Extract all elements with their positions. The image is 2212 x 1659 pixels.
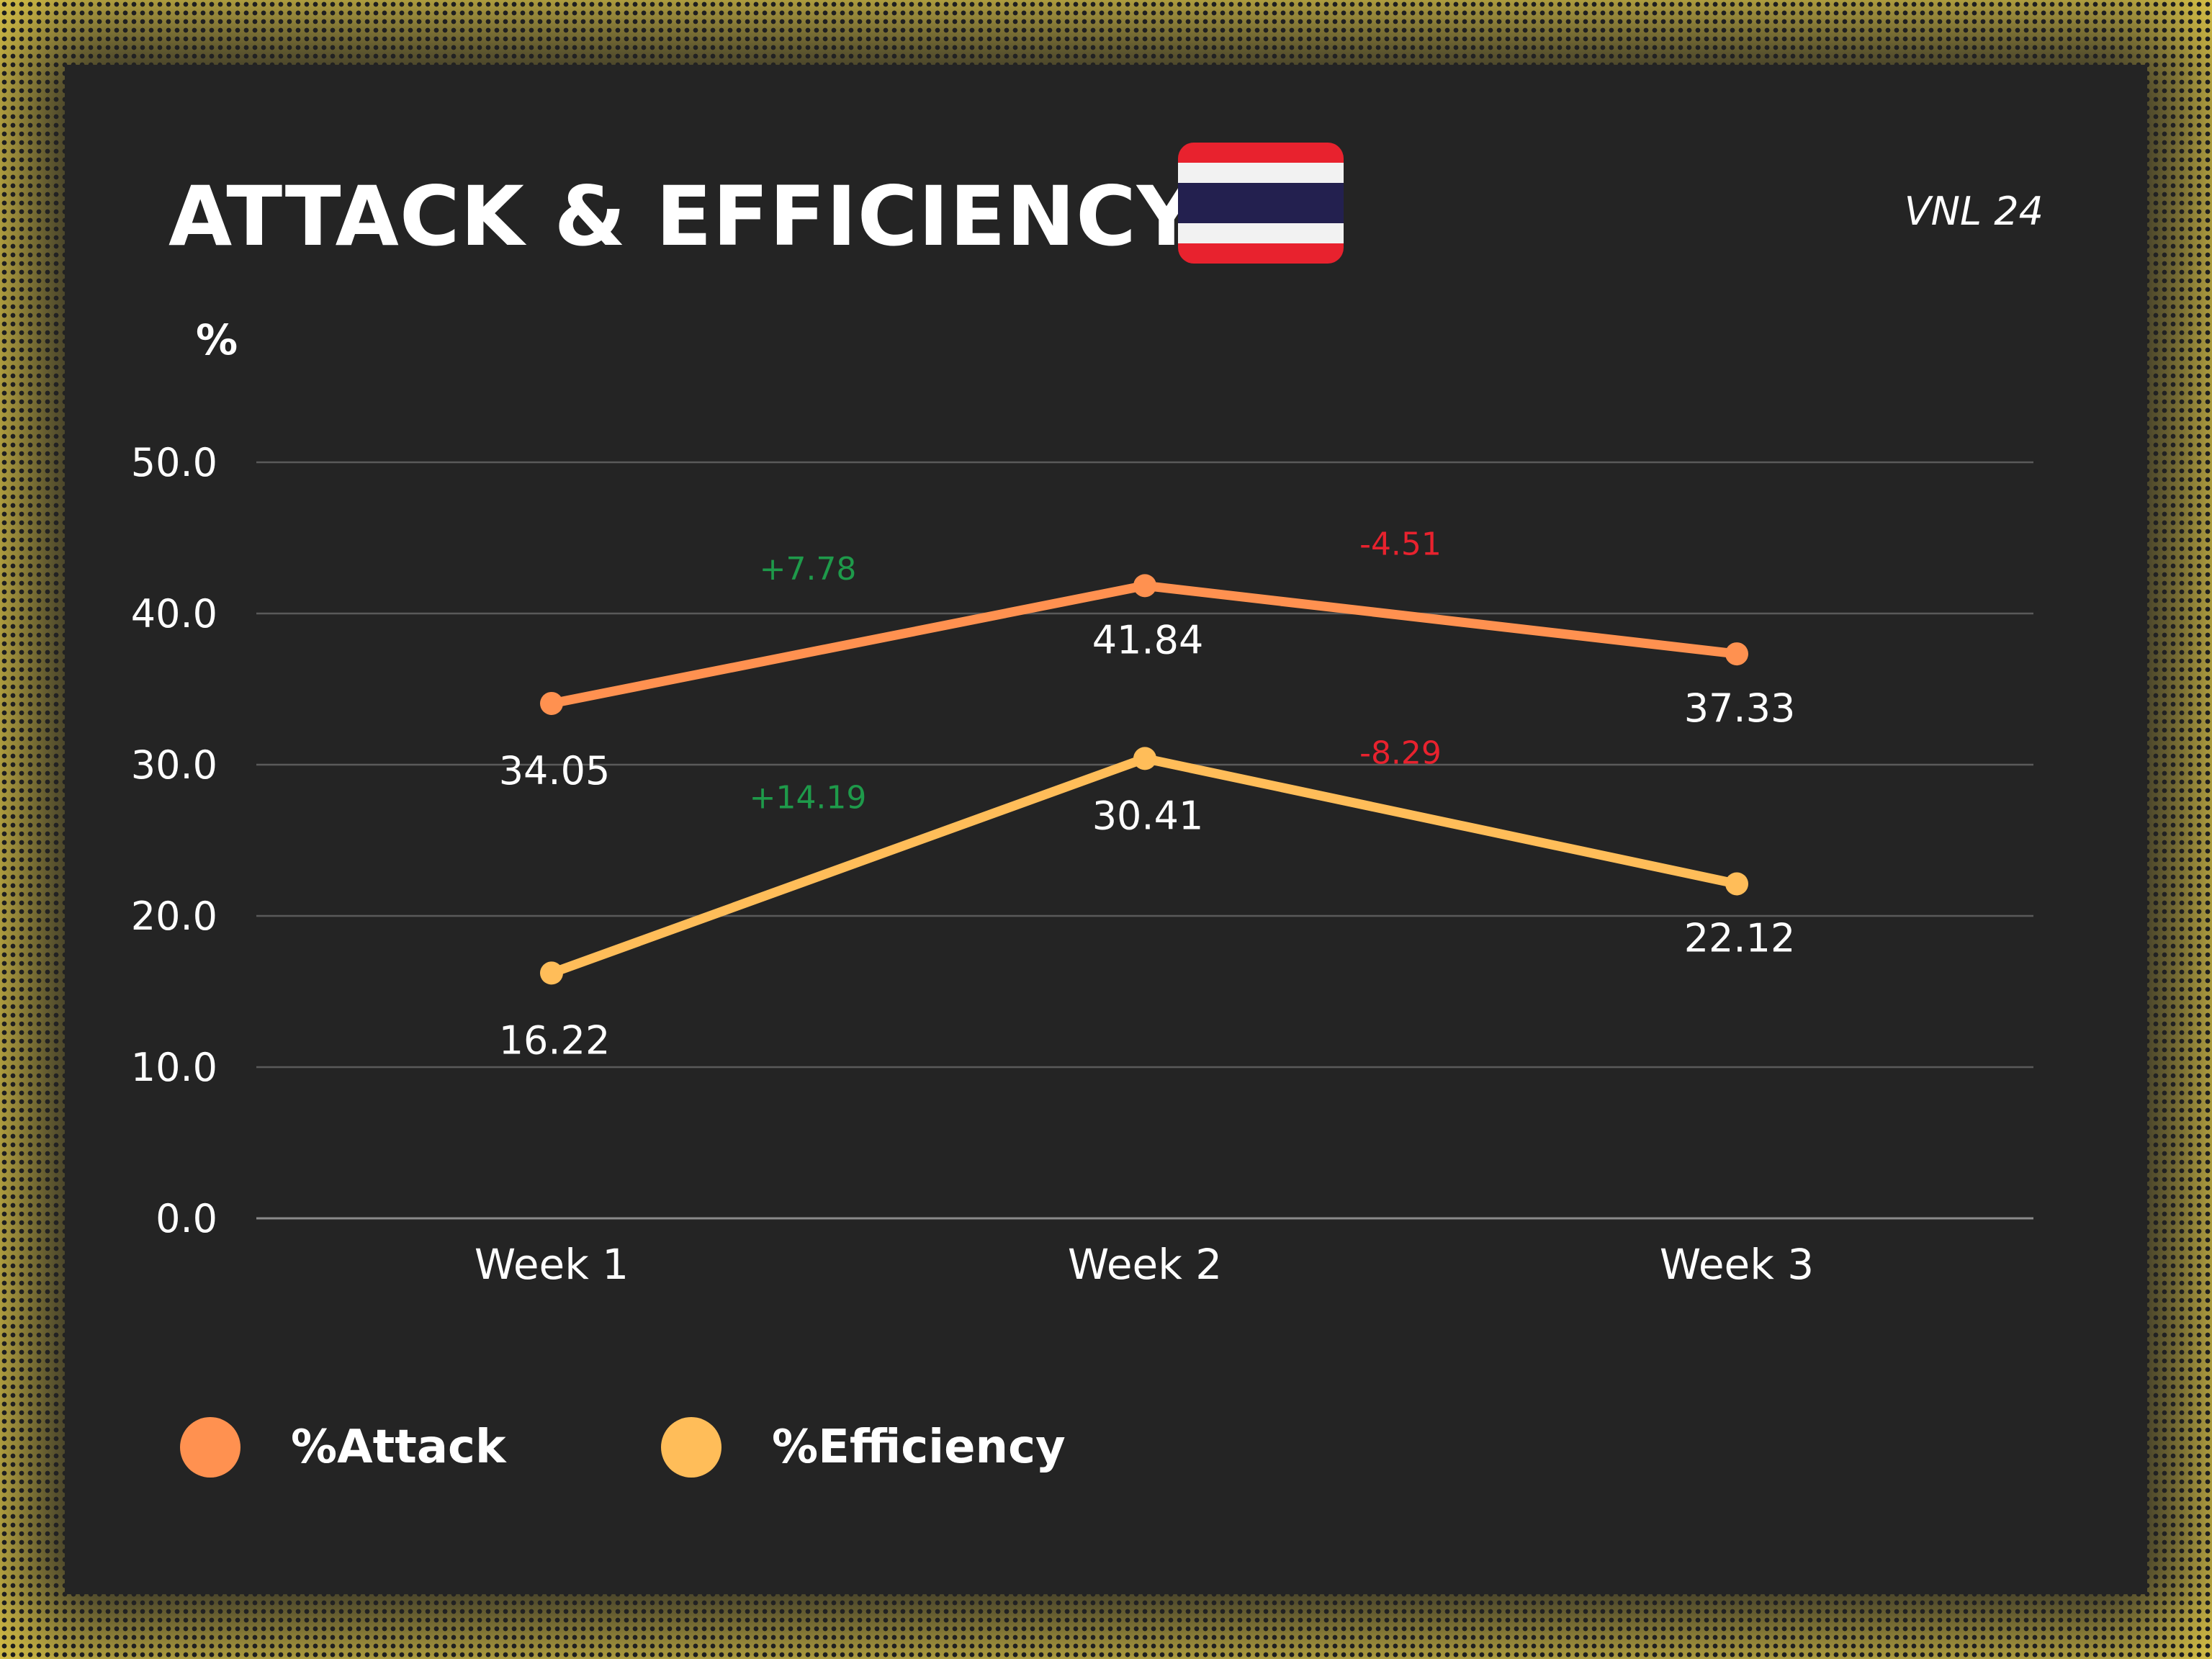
y-tick-label: 50.0 — [131, 440, 217, 485]
y-tick-label: 0.0 — [156, 1196, 217, 1241]
x-tick-label: Week 2 — [1068, 1240, 1222, 1289]
data-label: 37.33 — [1684, 685, 1796, 731]
x-tick-label: Week 3 — [1660, 1240, 1814, 1289]
series-line — [547, 753, 1742, 978]
legend-label-attack: %Attack — [291, 1421, 506, 1474]
flag-stripe-white-top — [1178, 163, 1344, 184]
change-label: -8.29 — [1359, 734, 1442, 771]
data-point — [1725, 872, 1748, 896]
data-label: 16.22 — [499, 1017, 611, 1063]
x-tick-label: Week 1 — [475, 1240, 629, 1289]
y-tick-label: 30.0 — [131, 742, 217, 788]
legend-swatch-attack — [180, 1417, 240, 1478]
thailand-flag-icon — [1178, 143, 1344, 264]
legend-item-attack: %Attack — [180, 1415, 506, 1480]
data-label: 34.05 — [499, 748, 611, 793]
data-point — [540, 691, 563, 715]
change-label: +7.78 — [760, 551, 857, 588]
data-label: 30.41 — [1092, 793, 1204, 838]
change-label: -4.51 — [1359, 526, 1442, 563]
chart-title: ATTACK & EFFICIENCY — [168, 168, 1197, 264]
legend-item-efficiency: %Efficiency — [661, 1415, 1066, 1480]
flag-stripe-red-top — [1178, 143, 1344, 163]
y-tick-label: 10.0 — [131, 1045, 217, 1090]
data-label: 41.84 — [1092, 617, 1204, 662]
data-point — [540, 961, 563, 985]
y-tick-label: 40.0 — [131, 591, 217, 637]
legend-label-efficiency: %Efficiency — [772, 1421, 1066, 1474]
flag-stripe-blue — [1178, 183, 1344, 223]
data-point — [1133, 747, 1156, 770]
data-point — [1133, 574, 1156, 598]
chart-card — [65, 65, 2147, 1594]
data-label: 22.12 — [1684, 915, 1796, 961]
legend-swatch-efficiency — [661, 1417, 721, 1478]
y-axis-label: % — [196, 315, 238, 364]
flag-stripe-white-bottom — [1178, 222, 1344, 243]
chart-subtitle: VNL 24 — [1904, 189, 2044, 234]
data-point — [1725, 642, 1748, 666]
y-tick-label: 20.0 — [131, 894, 217, 939]
flag-stripe-red-bottom — [1178, 243, 1344, 264]
change-label: +14.19 — [750, 779, 867, 816]
